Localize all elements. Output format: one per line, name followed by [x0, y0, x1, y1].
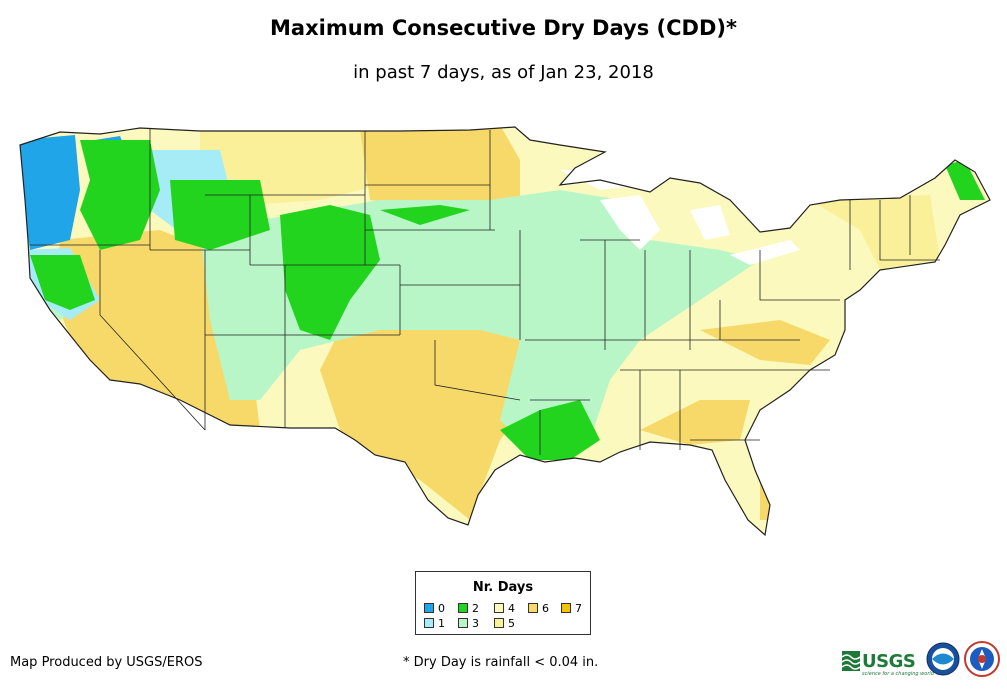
- map-title: Maximum Consecutive Dry Days (CDD)*: [270, 16, 737, 40]
- legend-item-0: 0: [424, 603, 445, 615]
- legend-swatch-6: [528, 603, 538, 613]
- producer-credit: Map Produced by USGS/EROS: [10, 655, 203, 670]
- lake-erie: [730, 240, 800, 265]
- legend-item-6: 6: [528, 603, 549, 615]
- legend-swatch-0: [424, 603, 434, 613]
- legend-swatch-7: [561, 603, 571, 613]
- agency-logos: USGS science for a changing world: [842, 636, 1002, 682]
- legend-swatch-1: [424, 618, 434, 628]
- legend-item-4: 4: [494, 603, 515, 615]
- legend-swatch-2: [458, 603, 468, 613]
- noaa-logo-icon: [926, 642, 960, 676]
- legend-swatch-4: [494, 603, 504, 613]
- usgs-logo: USGS science for a changing world: [842, 644, 934, 677]
- legend-item-1: 1: [424, 618, 445, 630]
- legend-item-5: 5: [494, 618, 515, 630]
- legend-item-2: 2: [458, 603, 479, 615]
- state-boundaries: [30, 128, 940, 455]
- dry-day-footnote: * Dry Day is rainfall < 0.04 in.: [403, 655, 599, 670]
- legend-title: Nr. Days: [472, 580, 534, 595]
- legend-swatch-5: [494, 618, 504, 628]
- legend-swatch-3: [458, 618, 468, 628]
- nws-logo-icon: [964, 641, 1000, 677]
- lake-michigan: [600, 195, 660, 250]
- legend: Nr. Days 0 1 2 3 4 5 6 7: [415, 571, 591, 635]
- legend-item-3: 3: [458, 618, 479, 630]
- legend-item-7: 7: [561, 603, 582, 615]
- map-subtitle: in past 7 days, as of Jan 23, 2018: [353, 62, 654, 83]
- lake-huron: [690, 205, 730, 240]
- usgs-wave-icon: [842, 651, 861, 671]
- conus-cdd-map: [19, 126, 991, 536]
